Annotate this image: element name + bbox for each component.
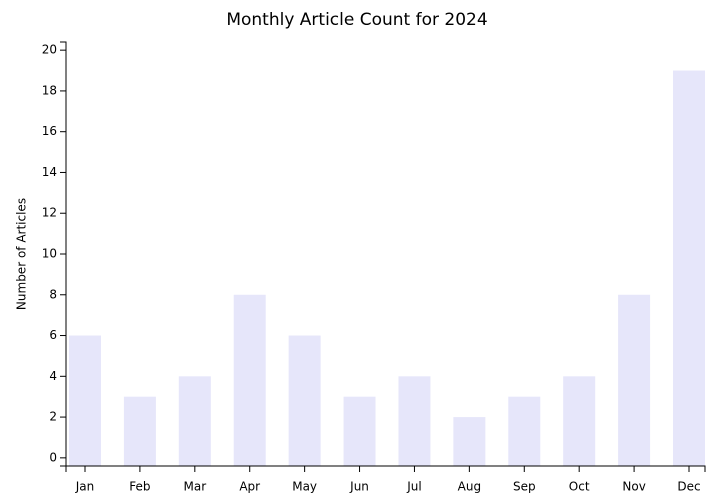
bar: [233, 294, 266, 466]
bar: [508, 396, 541, 466]
x-tick-label: Jul: [406, 480, 421, 494]
bar: [453, 417, 486, 466]
x-tick-label: Dec: [677, 480, 700, 494]
chart-title: Monthly Article Count for 2024: [226, 10, 487, 30]
bar: [673, 70, 705, 467]
x-tick-label: Aug: [458, 480, 481, 494]
y-tick-label: 6: [49, 328, 57, 342]
bar: [69, 335, 101, 466]
y-tick-label: 0: [49, 450, 57, 464]
bar: [618, 294, 651, 466]
x-tick-label: Nov: [622, 480, 645, 494]
y-tick-label: 2: [49, 410, 57, 424]
y-tick-label: 14: [42, 165, 57, 179]
x-tick-label: Feb: [129, 480, 150, 494]
y-tick-label: 4: [49, 369, 57, 383]
y-tick-label: 12: [42, 206, 57, 220]
x-tick-label: Apr: [239, 480, 260, 494]
bar: [288, 335, 321, 466]
x-axis: [65, 465, 706, 472]
x-tick-label: Jan: [75, 480, 95, 494]
bar: [343, 396, 376, 466]
x-tick-label: Mar: [183, 480, 206, 494]
x-tick-label: Oct: [569, 480, 590, 494]
y-tick-label: 10: [42, 247, 57, 261]
x-tick-label: Sep: [513, 480, 536, 494]
y-tick-label: 8: [49, 287, 57, 301]
bar: [398, 376, 431, 466]
y-tick-label: 20: [42, 43, 57, 57]
bar: [178, 376, 211, 466]
y-axis-label: Number of Articles: [15, 198, 29, 310]
y-tick-label: 16: [42, 124, 57, 138]
x-tick-label: May: [292, 480, 317, 494]
bar: [563, 376, 596, 466]
y-tick-label: 18: [42, 83, 57, 97]
bar: [123, 396, 156, 466]
x-tick-label: Jun: [349, 480, 369, 494]
